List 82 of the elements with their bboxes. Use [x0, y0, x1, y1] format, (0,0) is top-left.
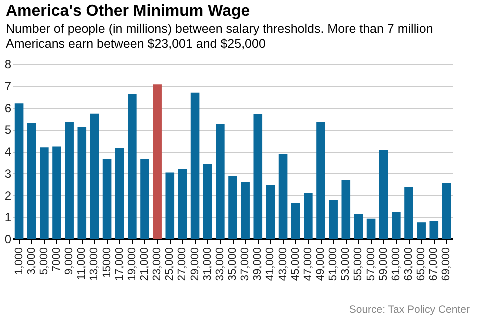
x-tick-label: 33,000 — [214, 248, 226, 282]
bar — [178, 169, 188, 239]
bar — [65, 122, 74, 239]
x-tick-label: 59,000 — [378, 248, 390, 282]
x-tick-label: 45,000 — [290, 248, 302, 282]
bar — [40, 148, 49, 239]
y-tick-label: 6 — [4, 101, 12, 116]
x-tick-label: 27,000 — [176, 248, 189, 282]
bar — [392, 212, 401, 239]
bar — [316, 122, 326, 239]
x-tick-label: 41,000 — [264, 248, 277, 282]
x-tick-label: 5,000 — [38, 248, 50, 276]
x-tick-label: 65,000 — [416, 248, 428, 282]
y-tick-label: 3 — [4, 166, 12, 181]
bar — [153, 84, 162, 239]
bar — [430, 221, 439, 239]
bar — [27, 123, 36, 239]
x-tick-label: 53,000 — [340, 248, 352, 282]
x-tick-label: 19,000 — [126, 248, 138, 282]
bar — [379, 150, 388, 239]
x-tick-label: 47,000 — [302, 248, 314, 282]
bar — [216, 124, 225, 239]
bar — [14, 104, 24, 239]
bar — [78, 127, 87, 239]
x-tick-label: 23,000 — [152, 248, 164, 282]
x-tick-label: 37,000 — [240, 248, 252, 282]
bar — [266, 184, 276, 239]
bar — [128, 94, 137, 239]
bar — [417, 222, 426, 239]
x-tick-label: 29,000 — [189, 248, 202, 282]
x-tick-label: 55,000 — [352, 248, 365, 282]
x-tick-label: 13,000 — [88, 248, 101, 282]
bar — [52, 146, 62, 239]
source-note: Source: Tax Policy Center — [349, 304, 470, 316]
bar — [115, 148, 124, 239]
bar — [254, 114, 263, 239]
x-tick-label: 67,000 — [428, 248, 440, 282]
x-tick-label: 9,000 — [64, 248, 76, 276]
bar — [304, 193, 313, 239]
x-tick-label: 63,000 — [403, 248, 415, 282]
chart-title: America's Other Minimum Wage — [5, 2, 252, 21]
bar — [228, 176, 238, 239]
x-tick-label: 31,000 — [202, 248, 214, 282]
y-tick-label: 0 — [4, 232, 12, 246]
bar — [241, 182, 250, 239]
x-tick-label: 21,000 — [139, 248, 151, 282]
bar — [404, 187, 414, 239]
bar — [354, 214, 364, 239]
bar — [203, 164, 212, 239]
bar — [166, 172, 175, 239]
x-tick-label: 57,000 — [365, 248, 378, 282]
y-tick-label: 7 — [4, 79, 12, 94]
x-tick-label: 7000 — [51, 248, 63, 272]
x-tick-label: 35,000 — [227, 248, 239, 282]
bar — [291, 203, 300, 239]
bar — [342, 180, 351, 239]
x-tick-label: 43,000 — [277, 248, 290, 282]
x-tick-label: 61,000 — [390, 248, 402, 282]
x-tick-label: 1,000 — [13, 248, 26, 276]
bar — [329, 200, 338, 239]
x-tick-label: 69,000 — [440, 248, 453, 282]
y-tick-label: 1 — [4, 210, 12, 225]
y-tick-label: 4 — [4, 145, 12, 159]
chart-subtitle: Number of people (in millions) between salary thresholds. More than 7 million Americans earn between $23,001 and $25,000 — [5, 21, 434, 52]
x-tick-label: 25,000 — [164, 248, 176, 282]
x-tick-label: 51,000 — [328, 248, 340, 282]
x-tick-label: 3,000 — [26, 248, 38, 276]
bar — [190, 92, 200, 239]
bar — [366, 218, 376, 239]
bar — [90, 114, 100, 239]
bar — [278, 154, 288, 239]
x-tick-label: 15000 — [101, 248, 114, 278]
y-tick-label: 5 — [4, 123, 12, 138]
bar — [140, 159, 150, 239]
bar — [102, 158, 112, 239]
x-tick-label: 49,000 — [315, 248, 327, 282]
y-tick-label: 8 — [4, 58, 12, 72]
x-tick-label: 39,000 — [252, 248, 264, 282]
x-tick-label: 17,000 — [114, 248, 126, 282]
y-tick-label: 2 — [4, 188, 12, 203]
x-tick-label: 11,000 — [76, 248, 88, 280]
bar — [442, 183, 452, 239]
